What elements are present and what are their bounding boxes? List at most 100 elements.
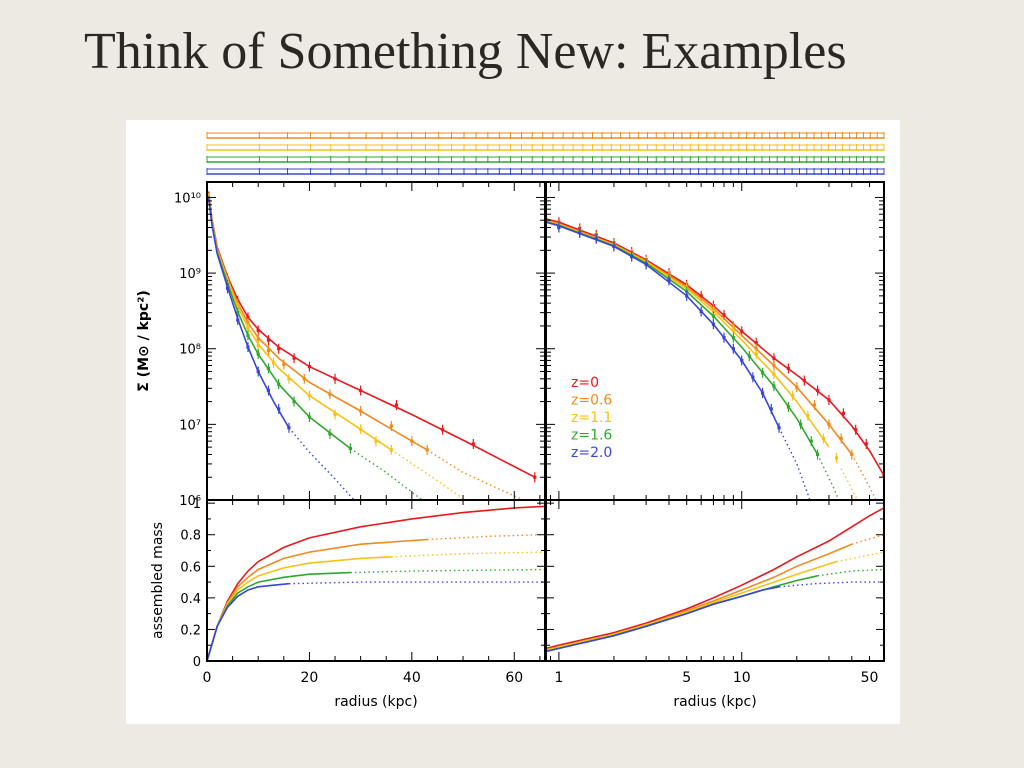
chart-background (126, 120, 900, 724)
series-extrapolation-z=0.6 (851, 454, 877, 500)
data-point (722, 313, 726, 317)
data-point (578, 231, 582, 235)
y-tick-label: 0.6 (180, 560, 201, 575)
data-point (425, 448, 429, 452)
x-tick-label: 10 (733, 670, 751, 686)
data-point (333, 377, 337, 381)
data-point (266, 388, 271, 393)
x-tick-label: 5 (682, 670, 691, 686)
series-line-z=0 (546, 507, 884, 650)
data-point (699, 294, 703, 298)
legend-entry: z=1.1 (571, 410, 612, 426)
series-extrapolation-z=0.6 (427, 534, 545, 541)
data-point (389, 424, 393, 428)
data-point (827, 422, 831, 426)
series-extrapolation-z=0.6 (426, 449, 525, 500)
data-point (816, 388, 820, 393)
series-extrapolation-z=1.1 (836, 551, 884, 563)
data-point (850, 452, 854, 457)
data-point (359, 388, 363, 393)
series-line-z=2.0 (207, 582, 289, 661)
series-line-z=1.1 (546, 560, 837, 651)
data-point (806, 414, 810, 418)
data-point (256, 337, 260, 341)
data-point (644, 262, 648, 267)
axes-frame (545, 499, 885, 662)
series-extrapolation-z=2.0 (778, 427, 811, 500)
data-point (740, 358, 744, 363)
data-point (711, 314, 716, 318)
data-point (307, 365, 312, 369)
series-extrapolation-z=2.0 (288, 581, 545, 585)
data-point (747, 354, 751, 358)
data-point (277, 382, 281, 386)
y-tick-label: 10⁸ (179, 343, 201, 358)
data-point (277, 407, 281, 411)
data-point (772, 372, 776, 376)
data-point (799, 422, 803, 426)
data-point (246, 315, 250, 319)
data-point (246, 333, 250, 338)
chart-figure: 10⁶ 10⁷ 10⁸ 10⁹ 10¹⁰ 0 0.2 0.4 0.6 0.8 1 0 20 40 60 1 5 1… (126, 120, 900, 724)
data-point (754, 347, 758, 351)
data-point (816, 452, 820, 457)
data-point (236, 305, 240, 310)
data-point (711, 322, 716, 326)
series-line-z=0 (207, 505, 545, 661)
y-tick-label: 10¹⁰ (174, 191, 201, 206)
data-point (854, 428, 858, 432)
data-point (271, 361, 276, 365)
legend-entry: z=0 (571, 375, 599, 391)
data-point (533, 475, 537, 479)
data-point (791, 394, 795, 398)
data-point (786, 366, 791, 370)
data-point (236, 311, 240, 315)
data-point (394, 403, 399, 407)
data-point (328, 392, 332, 396)
redshift-bars (206, 132, 885, 175)
data-point (266, 348, 271, 353)
data-point (772, 384, 776, 388)
panel-assembled-mass-log (546, 507, 884, 653)
data-point (348, 446, 352, 451)
data-point (287, 377, 291, 381)
data-point (246, 326, 250, 330)
data-point (834, 456, 839, 460)
data-point (612, 244, 616, 249)
x-axis-label: radius (kpc) (673, 694, 756, 710)
data-point (699, 309, 703, 314)
data-point (374, 439, 378, 443)
data-point (802, 378, 806, 383)
data-point (722, 336, 726, 340)
data-point (786, 405, 791, 409)
x-tick-label: 20 (301, 670, 319, 686)
panel-surface-density-linear (207, 191, 537, 500)
x-tick-label: 50 (861, 670, 879, 686)
data-point (410, 439, 414, 443)
y-tick-label: 10⁷ (179, 418, 201, 433)
y-tick-label: 0.4 (180, 592, 201, 607)
y-axis-label: assembled mass (150, 522, 166, 639)
data-point (287, 426, 291, 430)
series-extrapolation-z=0.6 (851, 534, 884, 545)
data-point (731, 336, 735, 340)
series-extrapolation-z=1.1 (391, 449, 467, 500)
data-point (751, 375, 755, 379)
data-point (827, 398, 831, 402)
panel-assembled-mass-linear (207, 505, 545, 661)
x-tick-label: 40 (403, 670, 421, 686)
data-point (440, 428, 445, 432)
data-point (333, 412, 337, 417)
y-tick-label: 10⁹ (179, 267, 201, 282)
x-tick-label: 60 (505, 670, 523, 686)
data-point (754, 352, 758, 356)
series-extrapolation-z=2.0 (288, 427, 355, 500)
data-point (266, 338, 271, 342)
data-point (307, 394, 312, 398)
y-tick-label: 0.8 (180, 529, 201, 544)
data-point (266, 366, 271, 370)
panel-surface-density-log (546, 217, 884, 500)
data-point (821, 436, 826, 441)
data-point (772, 356, 776, 360)
data-point (731, 328, 735, 332)
